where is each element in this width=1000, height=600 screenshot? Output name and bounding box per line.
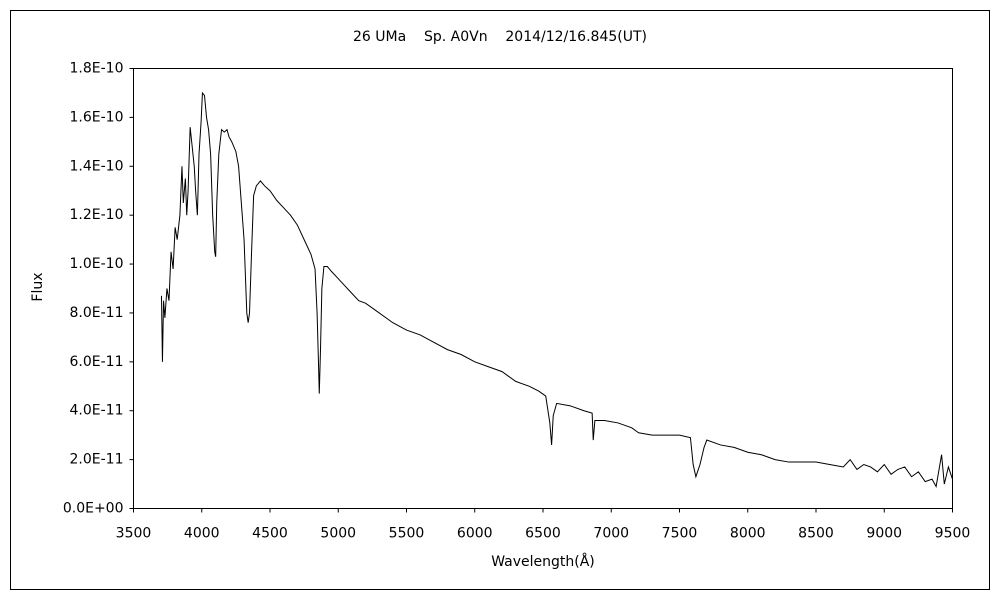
- x-axis-label: Wavelength(Å): [491, 553, 595, 570]
- plot-area: [133, 68, 953, 509]
- y-tick-label: 1.6E-10: [70, 109, 124, 125]
- y-tick-label: 1.2E-10: [70, 207, 124, 223]
- y-tick-label: 8.0E-11: [70, 305, 124, 321]
- y-tick-label: 4.0E-11: [70, 403, 124, 419]
- x-tick-label: 8500: [798, 526, 834, 542]
- y-tick-label: 1.0E-10: [70, 256, 124, 272]
- x-tick-label: 4500: [252, 526, 288, 542]
- x-tick-label: 4000: [184, 526, 220, 542]
- chart-title: 26 UMa Sp. A0Vn 2014/12/16.845(UT): [353, 29, 647, 45]
- x-tick-label: 5000: [320, 526, 356, 542]
- y-tick-label: 0.0E+00: [63, 501, 124, 517]
- x-tick-label: 9000: [866, 526, 902, 542]
- x-tick-label: 6500: [525, 526, 561, 542]
- x-tick-label: 9500: [935, 526, 971, 542]
- y-tick-label: 2.0E-11: [70, 452, 124, 468]
- x-tick-label: 7500: [662, 526, 698, 542]
- x-tick-label: 6000: [457, 526, 493, 542]
- x-tick-label: 7000: [593, 526, 629, 542]
- y-axis-label: Flux: [30, 272, 46, 301]
- y-tick-label: 1.8E-10: [70, 61, 124, 77]
- y-tick-label: 6.0E-11: [70, 354, 124, 370]
- x-tick-label: 5500: [389, 526, 425, 542]
- x-tick-label: 8000: [730, 526, 766, 542]
- y-tick-label: 1.4E-10: [70, 158, 124, 174]
- x-tick-label: 3500: [116, 526, 152, 542]
- spectrum-line: [160, 91, 953, 488]
